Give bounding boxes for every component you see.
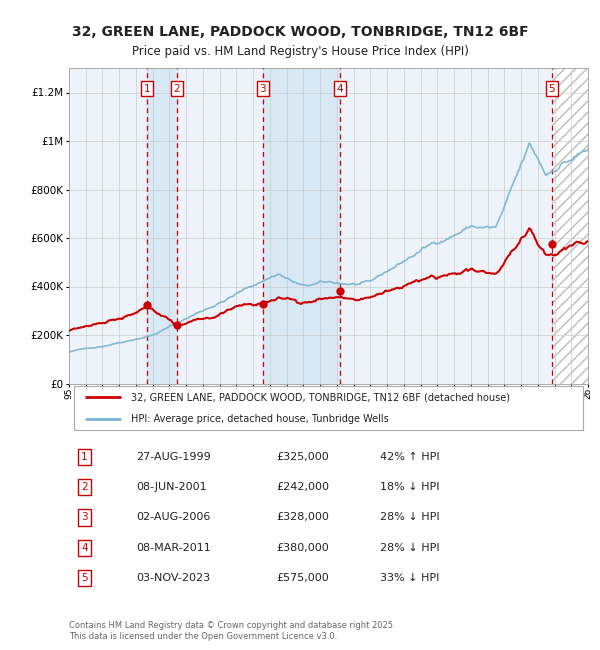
Text: Contains HM Land Registry data © Crown copyright and database right 2025.
This d: Contains HM Land Registry data © Crown c… [69,621,395,641]
Text: £242,000: £242,000 [277,482,329,492]
Text: 2: 2 [81,482,88,492]
Bar [263,68,340,384]
Text: 28% ↓ HPI: 28% ↓ HPI [380,512,440,523]
Text: HPI: Average price, detached house, Tunbridge Wells: HPI: Average price, detached house, Tunb… [131,413,389,424]
Text: 4: 4 [337,84,343,94]
Text: 18% ↓ HPI: 18% ↓ HPI [380,482,440,492]
FancyBboxPatch shape [74,386,583,430]
Text: 02-AUG-2006: 02-AUG-2006 [136,512,211,523]
Text: 27-AUG-1999: 27-AUG-1999 [136,452,211,461]
Text: 3: 3 [260,84,266,94]
Text: 32, GREEN LANE, PADDOCK WOOD, TONBRIDGE, TN12 6BF (detached house): 32, GREEN LANE, PADDOCK WOOD, TONBRIDGE,… [131,392,510,402]
Text: 5: 5 [81,573,88,583]
Text: 28% ↓ HPI: 28% ↓ HPI [380,543,440,553]
Text: £380,000: £380,000 [277,543,329,553]
Text: 42% ↑ HPI: 42% ↑ HPI [380,452,440,461]
Text: £575,000: £575,000 [277,573,329,583]
Text: 5: 5 [548,84,555,94]
Text: 1: 1 [81,452,88,461]
Text: £325,000: £325,000 [277,452,329,461]
Text: 33% ↓ HPI: 33% ↓ HPI [380,573,440,583]
Bar [552,68,588,384]
Text: 3: 3 [81,512,88,523]
Bar [147,68,177,384]
Bar [552,68,588,384]
Text: 08-MAR-2011: 08-MAR-2011 [136,543,211,553]
Text: 4: 4 [81,543,88,553]
Text: 03-NOV-2023: 03-NOV-2023 [136,573,211,583]
Text: Price paid vs. HM Land Registry's House Price Index (HPI): Price paid vs. HM Land Registry's House … [131,46,469,58]
Text: 2: 2 [173,84,180,94]
Text: 32, GREEN LANE, PADDOCK WOOD, TONBRIDGE, TN12 6BF: 32, GREEN LANE, PADDOCK WOOD, TONBRIDGE,… [71,25,529,40]
Text: 1: 1 [143,84,150,94]
Text: £328,000: £328,000 [277,512,329,523]
Text: 08-JUN-2001: 08-JUN-2001 [136,482,207,492]
